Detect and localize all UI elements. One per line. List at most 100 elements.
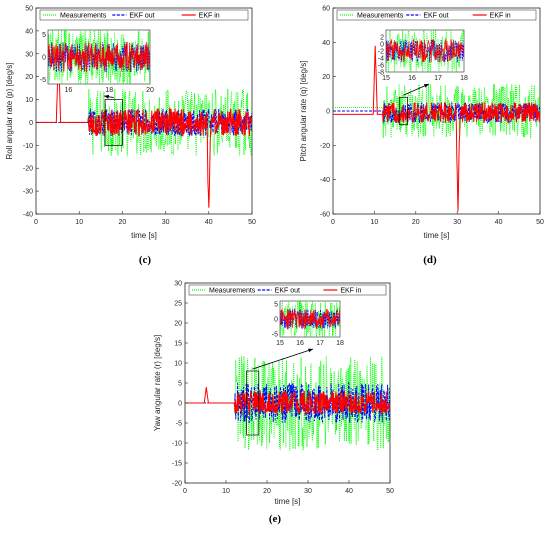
inset-series-line	[48, 30, 150, 84]
zoom-region-box	[246, 370, 260, 436]
inset-y-tick-label: 0	[274, 317, 278, 324]
x-tick-label: 30	[162, 219, 170, 226]
inset-y-tick-label: 5	[274, 302, 278, 309]
inset-y-tick-label: 0	[42, 55, 46, 62]
x-tick-label: 40	[205, 219, 213, 226]
inset-series-line	[280, 301, 340, 337]
y-axis-label: Yaw angular rate (r) [deg/s]	[153, 335, 162, 431]
y-tick-label: 50	[25, 6, 33, 13]
inset-x-tick-label: 17	[316, 340, 324, 347]
y-tick-label: -20	[172, 481, 182, 488]
y-tick-label: -10	[23, 143, 33, 150]
x-tick-label: 20	[412, 219, 420, 226]
x-tick-label: 50	[386, 488, 394, 495]
inset-x-tick-label: 15	[382, 75, 390, 82]
series-line-ekf-in	[333, 45, 540, 212]
inset-x-tick-label: 15	[276, 340, 284, 347]
figure-caption: (d)	[423, 254, 437, 266]
x-tick-label: 30	[453, 219, 461, 226]
x-tick-label: 30	[304, 488, 312, 495]
legend-entry: Measurements	[60, 13, 107, 20]
inset-series-line	[48, 41, 150, 73]
series-group	[333, 45, 540, 212]
inset-series-line	[386, 39, 464, 63]
y-tick-label: -15	[172, 461, 182, 468]
legend-box	[188, 284, 387, 296]
inset-series	[386, 30, 464, 72]
legend-entry: Measurements	[209, 288, 256, 295]
inset-x-tick-label: 17	[434, 75, 442, 82]
y-tick-label: 40	[322, 40, 330, 47]
legend-entry: EKF in	[490, 13, 511, 20]
legend: Measurements EKF out EKF in	[39, 9, 249, 21]
zoom-region-box	[398, 96, 408, 126]
y-tick-label: -40	[320, 177, 330, 184]
inset-x-tick-label: 18	[460, 75, 468, 82]
inset-x-tick-label: 18	[105, 87, 113, 94]
x-tick-label: 10	[371, 219, 379, 226]
legend-entry: EKF in	[340, 288, 361, 295]
legend: Measurements EKF out EKF in	[188, 284, 387, 296]
x-tick-label: 20	[263, 488, 271, 495]
zoom-arrow-head	[423, 84, 429, 88]
y-tick-label: -30	[23, 189, 33, 196]
legend-entry: Measurements	[357, 13, 404, 20]
y-tick-label: -5	[176, 421, 182, 428]
y-tick-label: 20	[174, 321, 182, 328]
inset-x-tick-label: 16	[65, 87, 73, 94]
y-tick-label: 20	[25, 74, 33, 81]
y-axis-label: Pitch angular rate (q) [deg/s]	[299, 61, 308, 162]
x-tick-label: 40	[345, 488, 353, 495]
inset-x-tick-label: 16	[296, 340, 304, 347]
inset-y-tick-label: 5	[42, 32, 46, 39]
y-tick-label: 25	[174, 301, 182, 308]
legend-entry: EKF in	[199, 13, 220, 20]
x-tick-label: 10	[222, 488, 230, 495]
series-group	[36, 51, 252, 208]
inset-y-tick-label: 0	[380, 42, 384, 49]
y-tick-label: 15	[174, 341, 182, 348]
series-line-measurements	[333, 83, 540, 139]
inset-series	[48, 30, 150, 84]
y-tick-label: -60	[320, 212, 330, 219]
y-tick-label: 10	[174, 361, 182, 368]
zoom-arrow-head	[104, 94, 109, 99]
x-tick-label: 50	[536, 219, 544, 226]
inset-y-tick-label: -8	[378, 70, 384, 77]
y-axis-label: Roll angular rate (p) [deg/s]	[5, 63, 14, 160]
zoom-arrow-head	[308, 348, 313, 353]
x-tick-label: 10	[75, 219, 83, 226]
y-tick-label: -20	[23, 166, 33, 173]
x-tick-label: 40	[495, 219, 503, 226]
legend-entry: EKF out	[129, 13, 154, 20]
x-tick-label: 0	[331, 219, 335, 226]
inset-y-tick-label: -5	[40, 77, 46, 84]
y-tick-label: 30	[25, 51, 33, 58]
inset-x-tick-label: 18	[336, 340, 344, 347]
x-tick-label: 20	[119, 219, 127, 226]
y-tick-label: 10	[25, 97, 33, 104]
inset-x-tick-label: 16	[408, 75, 416, 82]
y-tick-label: -20	[320, 143, 330, 150]
inset-chart: 16 18 20 -5 0 5	[40, 29, 154, 99]
x-axis-label: time [s]	[424, 231, 450, 240]
y-tick-label: 0	[326, 109, 330, 116]
x-axis-label: time [s]	[131, 231, 157, 240]
inset-series-line	[280, 308, 340, 329]
inset-x-tick-label: 20	[146, 87, 154, 94]
inset-series	[280, 301, 340, 337]
legend: Measurements EKF out EKF in	[336, 9, 537, 21]
y-tick-label: 30	[174, 281, 182, 288]
zoom-arrow-line	[403, 83, 430, 96]
y-tick-label: -10	[172, 441, 182, 448]
y-tick-label: 20	[322, 74, 330, 81]
series-line-ekf-in	[36, 51, 252, 208]
zoom-arrow-line	[252, 348, 314, 370]
inset-chart: 15 16 17 18 -8-6-4-202	[378, 29, 468, 96]
inset-y-tick-label: -2	[378, 49, 384, 56]
y-tick-label: -40	[23, 212, 33, 219]
